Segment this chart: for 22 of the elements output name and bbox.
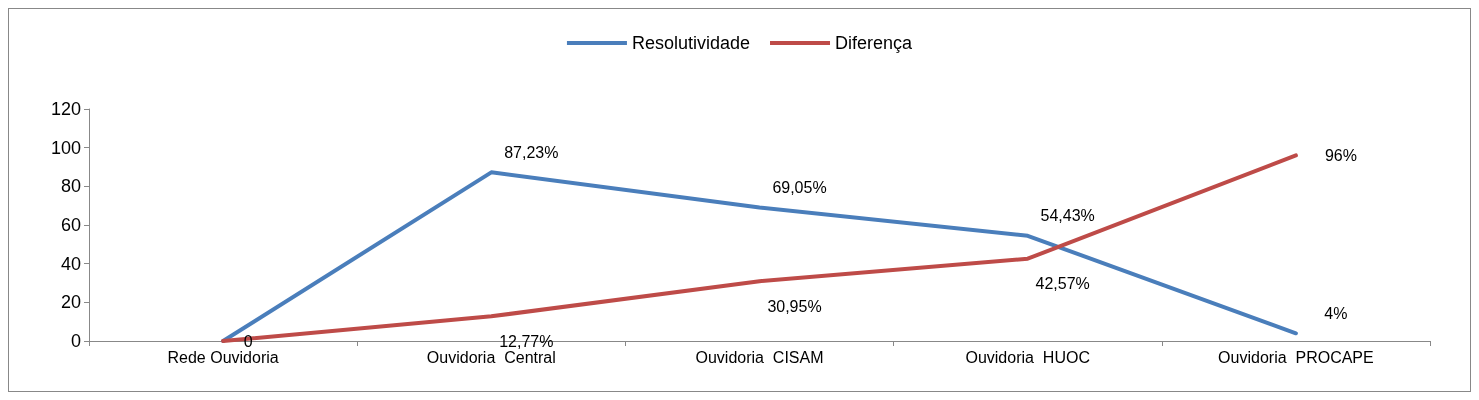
y-tick-label: 100 — [50, 137, 81, 158]
data-label: 4% — [1324, 304, 1348, 322]
x-tick-label: Ouvidoria PROCAPE — [1218, 348, 1374, 366]
legend-label: Diferença — [835, 33, 914, 53]
data-label: 54,43% — [1040, 207, 1095, 225]
data-label: 12,77% — [499, 332, 554, 350]
y-tick-label: 60 — [60, 215, 81, 235]
data-label: 30,95% — [767, 297, 822, 315]
x-tick-label: Ouvidoria Central — [426, 348, 556, 366]
y-tick-label: 0 — [70, 331, 81, 351]
x-tick-label: Ouvidoria CISAM — [695, 348, 824, 366]
x-tick-label: Rede Ouvidoria — [167, 348, 279, 366]
y-tick-label: 120 — [50, 99, 81, 119]
x-tick-label: Ouvidoria HUOC — [965, 348, 1090, 366]
data-label: 87,23% — [504, 143, 559, 161]
y-tick-label: 20 — [60, 292, 81, 313]
legend-label: Resolutividade — [631, 33, 751, 53]
data-label: 42,57% — [1035, 275, 1090, 293]
data-label: 69,05% — [772, 179, 827, 196]
y-tick-label: 80 — [60, 176, 81, 197]
data-label: 96% — [1324, 146, 1357, 164]
y-tick-label: 40 — [60, 253, 81, 274]
